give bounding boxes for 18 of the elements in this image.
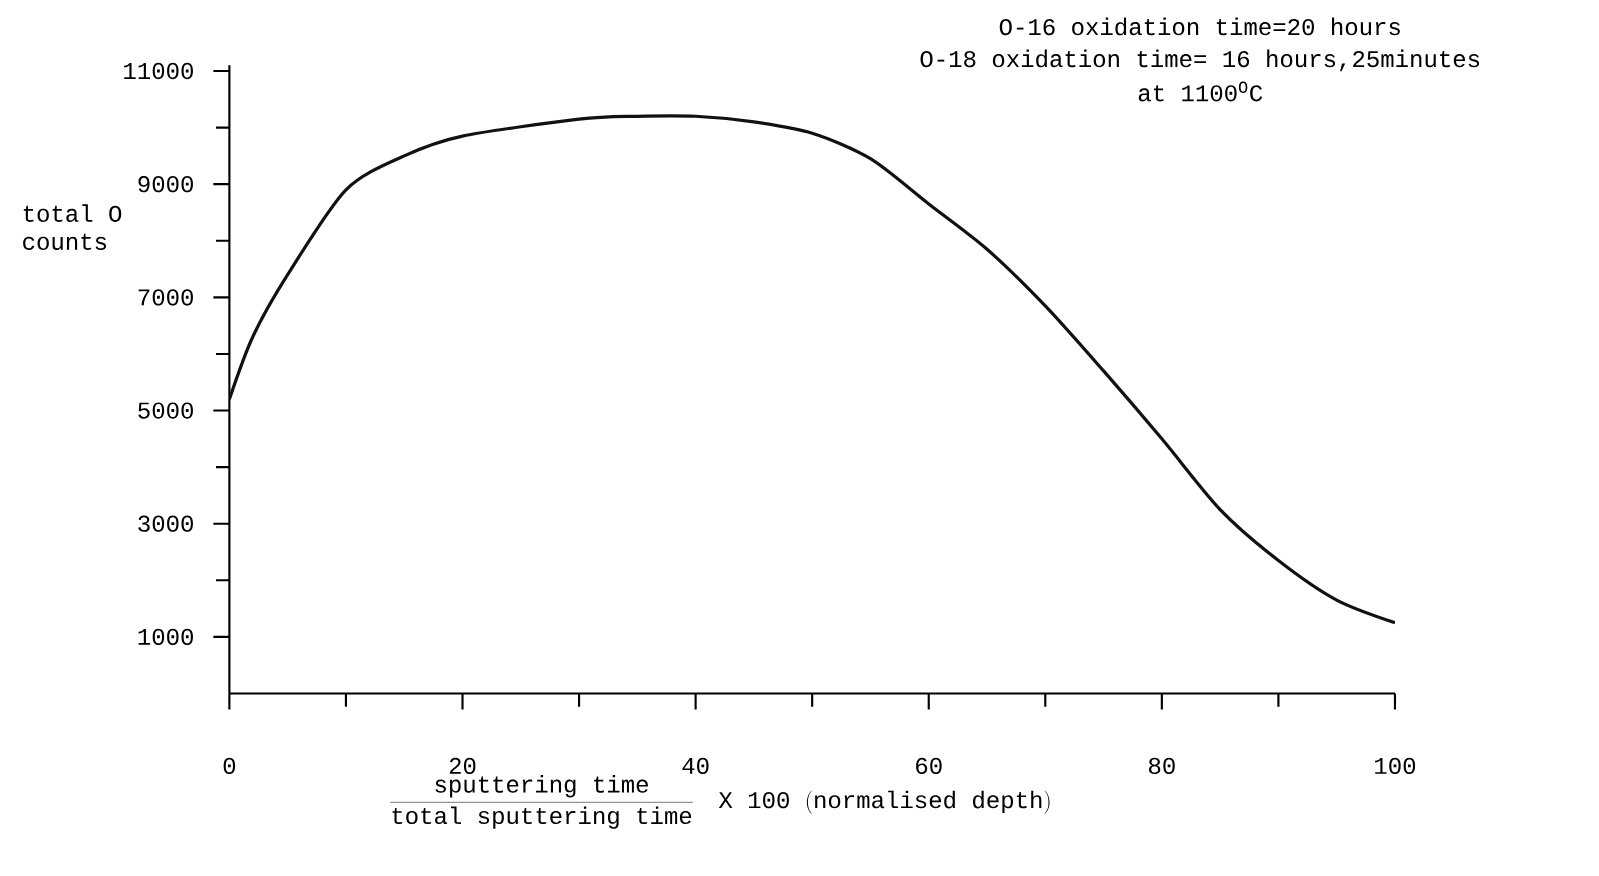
x-tick-label: 0 <box>223 757 236 774</box>
x-axis-title: $\frac{\mathrm{sputtering\ time}}{\mathrm{total\ sputtering\ time}}\quad \mathrm{X\ 100\ (normalised\ depth)}$ <box>390 775 1050 829</box>
y-tick-label: 7000 <box>138 289 193 306</box>
x-tick-label: 20 <box>449 757 476 774</box>
x-tick-label: 80 <box>1149 757 1175 774</box>
y-tick-label: 11000 <box>124 62 193 80</box>
x-tick-label: 40 <box>682 757 709 774</box>
x-tick-label: 60 <box>916 757 942 774</box>
y-tick-label: 3000 <box>138 515 193 532</box>
text: O-16 oxidation time=20 hours <box>999 17 1400 36</box>
x-tick-label: 100 <box>1375 757 1416 774</box>
annotation: O-18 oxidation time= 16 hours,25minutes <box>920 49 1480 72</box>
y-tick-label: 5000 <box>138 402 193 419</box>
y-axis-title: total O counts <box>23 204 122 250</box>
annotation: at 1100$^{O}$C <box>1138 81 1263 102</box>
y-tick-label: 1000 <box>138 628 193 645</box>
y-tick-label: 9000 <box>138 175 193 193</box>
line-series <box>229 114 1395 625</box>
